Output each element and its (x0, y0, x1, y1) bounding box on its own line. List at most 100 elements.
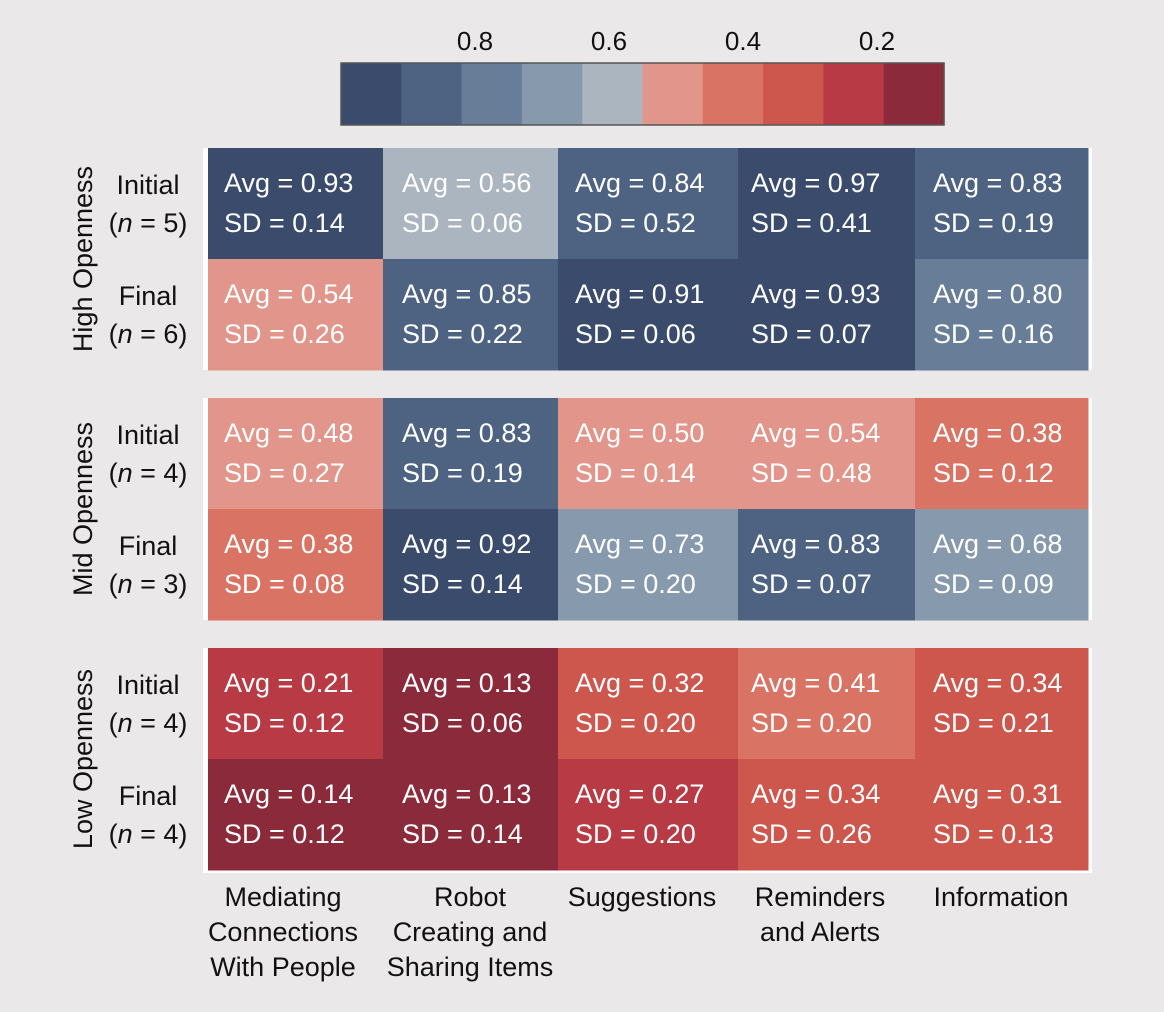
cell-avg-label: Avg = 0.54 (224, 279, 353, 309)
heatmap-cell (738, 509, 916, 621)
cell-avg-label: Avg = 0.14 (224, 779, 353, 809)
cell-avg-label: Avg = 0.92 (402, 529, 531, 559)
heatmap-cell (915, 509, 1089, 621)
heatmap-cell (738, 759, 916, 871)
row-sample-size: (n = 5) (109, 208, 188, 238)
cell-avg-label: Avg = 0.93 (751, 279, 880, 309)
column-label: Connections (208, 917, 358, 947)
colorbar-segment (642, 63, 704, 125)
heatmap-cell (738, 398, 916, 510)
heatmap-cell (558, 148, 739, 260)
row-sample-size: (n = 3) (109, 569, 188, 599)
heatmap-cell (915, 259, 1089, 371)
cell-sd-label: SD = 0.22 (402, 319, 523, 349)
heatmap-cell (915, 398, 1089, 510)
row-label: Final (119, 781, 178, 811)
cell-avg-label: Avg = 0.80 (933, 279, 1062, 309)
cell-avg-label: Avg = 0.50 (575, 418, 704, 448)
column-label: Reminders (755, 882, 886, 912)
colorbar-tick-label: 0.4 (725, 26, 761, 56)
cell-sd-label: SD = 0.20 (575, 819, 696, 849)
cell-sd-label: SD = 0.19 (402, 458, 523, 488)
heatmap-cell (208, 509, 384, 621)
row-sample-size: (n = 4) (109, 458, 188, 488)
cell-avg-label: Avg = 0.97 (751, 168, 880, 198)
cell-avg-label: Avg = 0.83 (933, 168, 1062, 198)
colorbar-segment (763, 63, 824, 125)
heatmap-cell (208, 398, 384, 510)
cell-avg-label: Avg = 0.83 (751, 529, 880, 559)
cell-sd-label: SD = 0.06 (575, 319, 696, 349)
cell-sd-label: SD = 0.41 (751, 208, 872, 238)
colorbar-segment (883, 63, 945, 125)
cell-sd-label: SD = 0.21 (933, 708, 1054, 738)
cell-avg-label: Avg = 0.73 (575, 529, 704, 559)
heatmap-cell (915, 148, 1089, 260)
cell-avg-label: Avg = 0.38 (933, 418, 1062, 448)
column-label: Robot (434, 882, 507, 912)
cell-sd-label: SD = 0.48 (751, 458, 872, 488)
row-label: Initial (116, 670, 179, 700)
cell-avg-label: Avg = 0.38 (224, 529, 353, 559)
group-separator (203, 370, 1092, 398)
heatmap-cell (383, 398, 559, 510)
heatmap-cell (383, 759, 559, 871)
cell-sd-label: SD = 0.12 (933, 458, 1054, 488)
column-label: Sharing Items (387, 952, 554, 982)
row-label: Final (119, 281, 178, 311)
cell-sd-label: SD = 0.14 (402, 569, 523, 599)
heatmap-cell (915, 759, 1089, 871)
heatmap-cell (383, 509, 559, 621)
cell-avg-label: Avg = 0.91 (575, 279, 704, 309)
group-label: High Openness (68, 166, 98, 352)
column-label: Mediating (224, 882, 341, 912)
cell-sd-label: SD = 0.12 (224, 819, 345, 849)
cell-sd-label: SD = 0.14 (575, 458, 696, 488)
group-label: Low Openness (68, 669, 98, 849)
heatmap-cell (915, 648, 1089, 760)
cell-avg-label: Avg = 0.85 (402, 279, 531, 309)
column-label: Suggestions (568, 882, 717, 912)
cell-avg-label: Avg = 0.48 (224, 418, 353, 448)
colorbar-segment (461, 63, 523, 125)
cell-avg-label: Avg = 0.13 (402, 779, 531, 809)
group-separator (203, 620, 1092, 648)
cell-avg-label: Avg = 0.31 (933, 779, 1062, 809)
cell-avg-label: Avg = 0.54 (751, 418, 880, 448)
colorbar: 0.8 0.6 0.4 0.2 (340, 26, 945, 126)
group-label: Mid Openness (68, 422, 98, 596)
colorbar-border (340, 62, 945, 126)
heatmap-cell (208, 759, 384, 871)
heatmap-cell (558, 259, 739, 371)
heatmap-cell (738, 148, 916, 260)
row-sample-size: (n = 6) (109, 319, 188, 349)
cell-avg-label: Avg = 0.21 (224, 668, 353, 698)
cell-sd-label: SD = 0.07 (751, 569, 872, 599)
heatmap-cell (383, 648, 559, 760)
cell-sd-label: SD = 0.08 (224, 569, 345, 599)
cell-avg-label: Avg = 0.93 (224, 168, 353, 198)
row-label: Initial (116, 170, 179, 200)
colorbar-segment (341, 63, 402, 125)
heatmap-cell (208, 648, 384, 760)
cell-sd-label: SD = 0.06 (402, 708, 523, 738)
cell-avg-label: Avg = 0.68 (933, 529, 1062, 559)
heatmap-cell (383, 259, 559, 371)
heatmap-cell (558, 509, 739, 621)
heatmap-cell (558, 759, 739, 871)
colorbar-segment (823, 63, 885, 125)
colorbar-segment (521, 63, 583, 125)
column-label: Creating and (393, 917, 548, 947)
heatmap-cell (558, 648, 739, 760)
row-sample-size: (n = 4) (109, 819, 188, 849)
cell-avg-label: Avg = 0.27 (575, 779, 704, 809)
column-label: and Alerts (760, 917, 880, 947)
cell-avg-label: Avg = 0.34 (751, 779, 880, 809)
cell-sd-label: SD = 0.06 (402, 208, 523, 238)
cell-sd-label: SD = 0.14 (402, 819, 523, 849)
cell-sd-label: SD = 0.09 (933, 569, 1054, 599)
cell-avg-label: Avg = 0.84 (575, 168, 704, 198)
cell-sd-label: SD = 0.16 (933, 319, 1054, 349)
column-label: Information (933, 882, 1068, 912)
cell-sd-label: SD = 0.20 (751, 708, 872, 738)
